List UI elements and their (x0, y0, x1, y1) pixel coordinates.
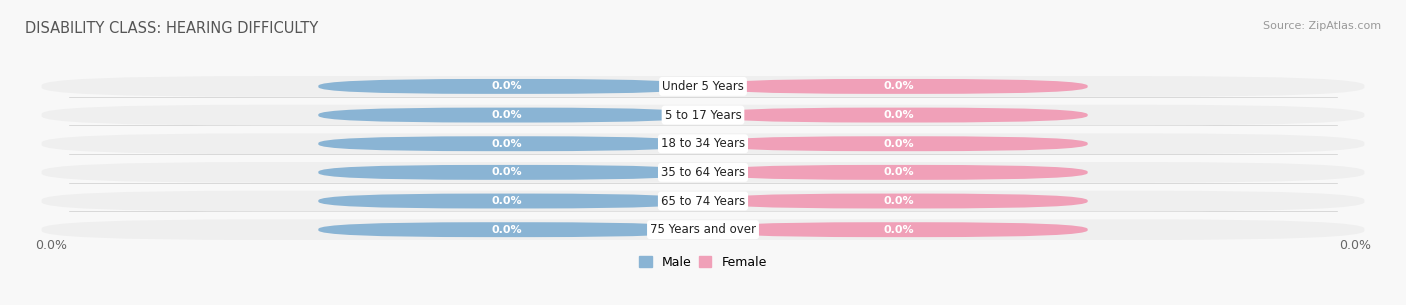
Legend: Male, Female: Male, Female (634, 251, 772, 274)
FancyBboxPatch shape (710, 79, 1088, 94)
Text: 0.0%: 0.0% (1339, 239, 1371, 252)
FancyBboxPatch shape (42, 191, 1364, 211)
FancyBboxPatch shape (318, 194, 696, 209)
Text: 0.0%: 0.0% (35, 239, 67, 252)
FancyBboxPatch shape (42, 133, 1364, 154)
Text: 35 to 64 Years: 35 to 64 Years (661, 166, 745, 179)
Text: 0.0%: 0.0% (492, 225, 523, 235)
Text: 0.0%: 0.0% (883, 110, 914, 120)
Text: 0.0%: 0.0% (883, 196, 914, 206)
FancyBboxPatch shape (318, 222, 696, 237)
FancyBboxPatch shape (710, 194, 1088, 209)
FancyBboxPatch shape (710, 136, 1088, 151)
FancyBboxPatch shape (42, 219, 1364, 240)
FancyBboxPatch shape (42, 162, 1364, 183)
Text: 0.0%: 0.0% (883, 139, 914, 149)
Text: 0.0%: 0.0% (492, 139, 523, 149)
Text: 5 to 17 Years: 5 to 17 Years (665, 109, 741, 122)
FancyBboxPatch shape (710, 165, 1088, 180)
Text: 75 Years and over: 75 Years and over (650, 223, 756, 236)
Text: 0.0%: 0.0% (492, 167, 523, 178)
Text: 0.0%: 0.0% (492, 81, 523, 92)
FancyBboxPatch shape (710, 222, 1088, 237)
FancyBboxPatch shape (318, 108, 696, 123)
Text: 0.0%: 0.0% (492, 110, 523, 120)
Text: 0.0%: 0.0% (492, 196, 523, 206)
FancyBboxPatch shape (318, 136, 696, 151)
Text: 18 to 34 Years: 18 to 34 Years (661, 137, 745, 150)
Text: 0.0%: 0.0% (883, 225, 914, 235)
FancyBboxPatch shape (42, 105, 1364, 125)
Text: 0.0%: 0.0% (883, 167, 914, 178)
FancyBboxPatch shape (42, 76, 1364, 97)
FancyBboxPatch shape (318, 79, 696, 94)
Text: 65 to 74 Years: 65 to 74 Years (661, 195, 745, 207)
FancyBboxPatch shape (318, 165, 696, 180)
Text: Source: ZipAtlas.com: Source: ZipAtlas.com (1263, 21, 1381, 31)
Text: DISABILITY CLASS: HEARING DIFFICULTY: DISABILITY CLASS: HEARING DIFFICULTY (25, 21, 319, 36)
Text: 0.0%: 0.0% (883, 81, 914, 92)
FancyBboxPatch shape (710, 108, 1088, 123)
Text: Under 5 Years: Under 5 Years (662, 80, 744, 93)
